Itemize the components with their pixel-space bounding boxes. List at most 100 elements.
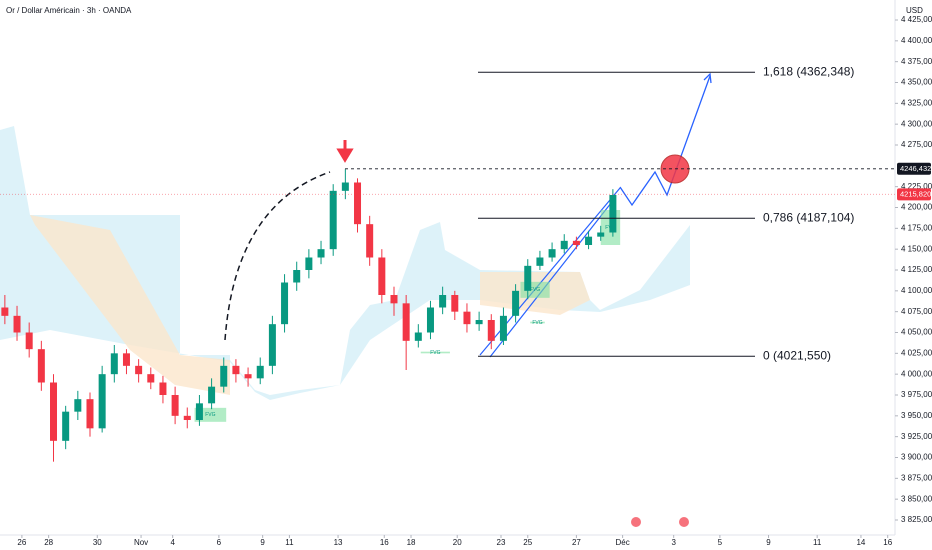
candle-body [366, 224, 374, 258]
x-tick-label: 9 [766, 538, 771, 547]
x-tick-label: 11 [285, 538, 294, 547]
y-tick-label: 4 350,000 [901, 78, 932, 87]
fvg-label: FVG [430, 350, 440, 356]
y-tick-label: 3 950,000 [901, 411, 932, 420]
candle-body [208, 386, 216, 404]
y-tick-label: 4 050,000 [901, 328, 932, 337]
fib-label: 1,618 (4362,348) [763, 64, 854, 78]
x-tick-label: 23 [497, 538, 506, 547]
candle-body [74, 399, 82, 412]
candle-body [13, 315, 21, 333]
y-tick-label: 4 025,000 [901, 348, 932, 357]
candle-body [268, 324, 276, 366]
candle-body [378, 257, 386, 295]
chart-title: Or / Dollar Américain · 3h · OANDA [6, 6, 132, 15]
x-tick-label: 18 [407, 538, 416, 547]
y-tick-label: 4 075,000 [901, 307, 932, 316]
candle-body [463, 311, 471, 325]
candle-body [512, 290, 520, 316]
y-tick-label: 3 825,000 [901, 515, 932, 524]
x-tick-label: 30 [93, 538, 102, 547]
y-tick-label: 4 150,000 [901, 244, 932, 253]
x-tick-label: 3 [671, 538, 676, 547]
price-tag-label: 4215,820 [900, 189, 931, 198]
candle-body [487, 320, 495, 341]
x-tick-label: 11 [813, 538, 822, 547]
candle-body [585, 236, 593, 245]
x-tick-label: 9 [260, 538, 265, 547]
fvg-label: FVG [532, 320, 542, 326]
price-tag [897, 162, 931, 175]
arrow-down [336, 140, 354, 163]
candle-body [25, 332, 33, 350]
candle-body [50, 382, 58, 441]
candle-body [390, 295, 398, 304]
candle-body [354, 182, 362, 225]
y-tick-label: 4 375,000 [901, 57, 932, 66]
x-tick-label: 16 [883, 538, 892, 547]
fib-label: 0,786 (4187,104) [763, 210, 854, 224]
candle-body [195, 403, 203, 420]
x-tick-label: 6 [217, 538, 222, 547]
candle-body [524, 265, 532, 291]
candle-body [135, 365, 143, 375]
fib-label: 0 (4021,550) [763, 348, 831, 362]
event-icon [679, 517, 689, 527]
candle-body [341, 182, 349, 191]
x-tick-label: Nov [134, 538, 148, 547]
candle-body [159, 382, 167, 395]
arc [224, 171, 331, 341]
x-tick-label: Déc [615, 538, 629, 547]
x-tick-label: 5 [718, 538, 723, 547]
candle-body [293, 270, 301, 283]
price-tag-label: 4246,432 [900, 164, 931, 173]
y-tick-label: 4 300,000 [901, 119, 932, 128]
x-tick-label: 27 [572, 538, 581, 547]
cloud-area [0, 126, 690, 400]
x-tick-label: 14 [856, 538, 865, 547]
candle-body [560, 240, 568, 250]
x-tick-label: 25 [523, 538, 532, 547]
candle-body [147, 374, 155, 383]
y-tick-label: 3 925,000 [901, 432, 932, 441]
y-tick-label: 4 175,000 [901, 223, 932, 232]
y-tick-label: 4 325,000 [901, 98, 932, 107]
candle-body [548, 249, 556, 258]
candle-body [98, 374, 106, 429]
x-tick-label: 13 [334, 538, 343, 547]
candle-body [572, 240, 580, 245]
candle-body [281, 282, 289, 325]
fvg-zone [530, 321, 545, 324]
price-tag [897, 188, 931, 201]
y-tick-label: 3 900,000 [901, 453, 932, 462]
y-tick-label: 4 100,000 [901, 286, 932, 295]
candle-body [305, 257, 313, 270]
y-tick-label: 4 425,000 [901, 15, 932, 24]
candle-body [499, 315, 507, 341]
currency: USD [906, 6, 923, 15]
candle-body [475, 320, 483, 325]
candle-body [122, 353, 130, 366]
fvg-zone [420, 351, 450, 354]
cloud [0, 126, 690, 400]
y-tick-label: 3 875,000 [901, 473, 932, 482]
projection-arrow [703, 72, 712, 84]
candle-body [244, 374, 252, 379]
fvg-label: FVG [530, 287, 540, 293]
candle-body [536, 257, 544, 266]
candle-body [110, 353, 118, 375]
y-tick-label: 4 225,000 [901, 182, 932, 191]
x-tick-label: 28 [44, 538, 53, 547]
candle-body [62, 411, 70, 441]
candle-body [1, 307, 9, 316]
y-tick-label: 3 850,000 [901, 494, 932, 503]
candle-body [414, 332, 422, 341]
candle-body [329, 190, 337, 250]
candle-body [86, 399, 94, 429]
x-tick-label: 4 [170, 538, 175, 547]
projection [619, 75, 711, 207]
y-tick-label: 4 275,000 [901, 140, 932, 149]
candle-body [439, 295, 447, 308]
x-tick-label: 20 [453, 538, 462, 547]
candle-body [317, 249, 325, 258]
